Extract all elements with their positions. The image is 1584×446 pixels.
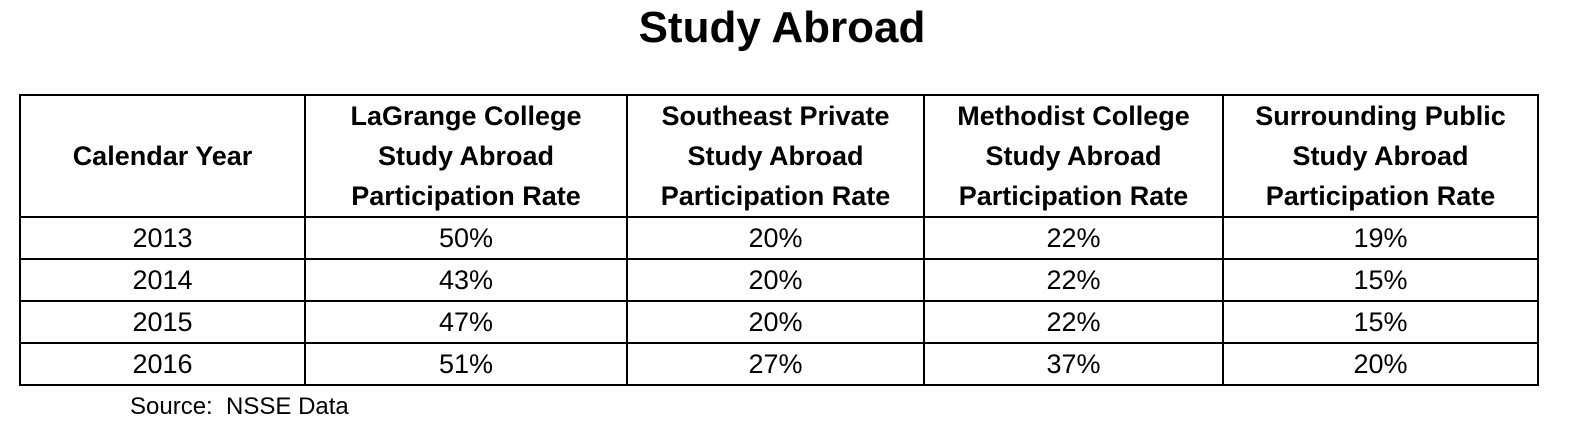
cell-southeast-rate: 20%	[626, 258, 925, 302]
cell-methodist-rate: 22%	[923, 300, 1224, 344]
cell-public-rate: 15%	[1222, 300, 1539, 344]
cell-public-rate: 20%	[1222, 342, 1539, 386]
header-line: Study Abroad	[687, 141, 864, 171]
header-surrounding-public: Surrounding Public Study Abroad Particip…	[1222, 94, 1539, 218]
table-row: 2014 43% 20% 22% 15%	[19, 258, 1539, 302]
header-line: Methodist College	[957, 101, 1190, 131]
cell-public-rate: 15%	[1222, 258, 1539, 302]
header-lagrange-college: LaGrange College Study Abroad Participat…	[304, 94, 628, 218]
cell-public-rate: 19%	[1222, 216, 1539, 260]
header-line: LaGrange College	[350, 101, 582, 131]
source-note: Source: NSSE Data	[130, 393, 349, 420]
page-title: Study Abroad	[638, 3, 926, 52]
table-row: 2013 50% 20% 22% 19%	[19, 216, 1539, 260]
header-southeast-private: Southeast Private Study Abroad Participa…	[626, 94, 925, 218]
table-header-row: Calendar Year LaGrange College Study Abr…	[19, 94, 1539, 218]
cell-year: 2013	[19, 216, 306, 260]
header-line: Participation Rate	[660, 181, 891, 211]
cell-year: 2015	[19, 300, 306, 344]
study-abroad-table: Calendar Year LaGrange College Study Abr…	[19, 94, 1539, 386]
header-line: Participation Rate	[958, 181, 1189, 211]
cell-southeast-rate: 27%	[626, 342, 925, 386]
header-line: Participation Rate	[1265, 181, 1496, 211]
cell-lagrange-rate: 50%	[304, 216, 628, 260]
header-line: Participation Rate	[351, 181, 581, 211]
cell-methodist-rate: 22%	[923, 216, 1224, 260]
cell-year: 2014	[19, 258, 306, 302]
header-line: Study Abroad	[985, 141, 1162, 171]
header-methodist-college: Methodist College Study Abroad Participa…	[923, 94, 1224, 218]
header-line: Calendar Year	[72, 141, 253, 171]
header-line: Study Abroad	[377, 141, 554, 171]
table-row: 2015 47% 20% 22% 15%	[19, 300, 1539, 344]
cell-methodist-rate: 22%	[923, 258, 1224, 302]
cell-southeast-rate: 20%	[626, 300, 925, 344]
cell-year: 2016	[19, 342, 306, 386]
header-line: Study Abroad	[1292, 141, 1469, 171]
cell-southeast-rate: 20%	[626, 216, 925, 260]
header-line: Surrounding Public	[1255, 101, 1506, 131]
header-line: Southeast Private	[661, 101, 890, 131]
cell-methodist-rate: 37%	[923, 342, 1224, 386]
cell-lagrange-rate: 51%	[304, 342, 628, 386]
table-row: 2016 51% 27% 37% 20%	[19, 342, 1539, 386]
cell-lagrange-rate: 43%	[304, 258, 628, 302]
header-calendar-year: Calendar Year	[19, 94, 306, 218]
cell-lagrange-rate: 47%	[304, 300, 628, 344]
